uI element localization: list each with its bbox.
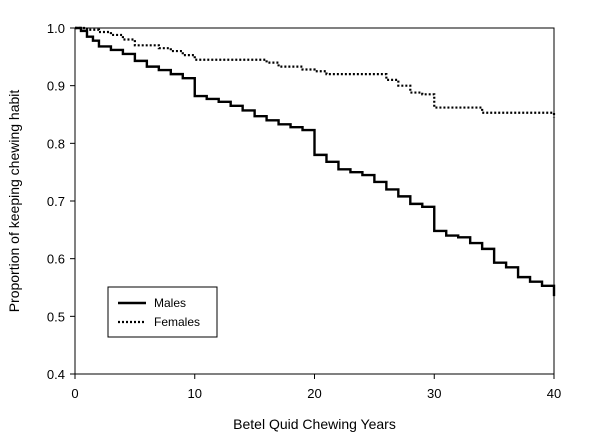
series-line-males [75, 26, 556, 297]
y-tick-label: 0.7 [47, 194, 65, 209]
y-axis-title: Proportion of keeping chewing habit [6, 90, 22, 313]
y-tick-label: 0.4 [47, 367, 65, 382]
y-tick-label: 0.8 [47, 136, 65, 151]
legend-box [107, 286, 218, 338]
legend-label-males: Males [154, 296, 186, 310]
legend: Males Females [107, 286, 218, 338]
series-line-females [75, 26, 556, 118]
x-tick-label: 30 [427, 386, 441, 401]
y-tick-label: 0.9 [47, 79, 65, 94]
x-tick-label: 20 [307, 386, 321, 401]
y-tick-label: 1.0 [47, 21, 65, 36]
y-tick-label: 0.6 [47, 252, 65, 267]
legend-label-females: Females [154, 315, 200, 329]
y-tick-label: 0.5 [47, 309, 65, 324]
x-tick-label: 40 [547, 386, 561, 401]
x-tick-label: 0 [71, 386, 78, 401]
x-tick-label: 10 [188, 386, 202, 401]
x-axis-title: Betel Quid Chewing Years [233, 416, 396, 432]
x-axis: 0 10 20 30 40 [71, 374, 561, 401]
y-axis: 0.4 0.5 0.6 0.7 0.8 0.9 1.0 [47, 21, 75, 382]
series-layer [75, 26, 556, 297]
